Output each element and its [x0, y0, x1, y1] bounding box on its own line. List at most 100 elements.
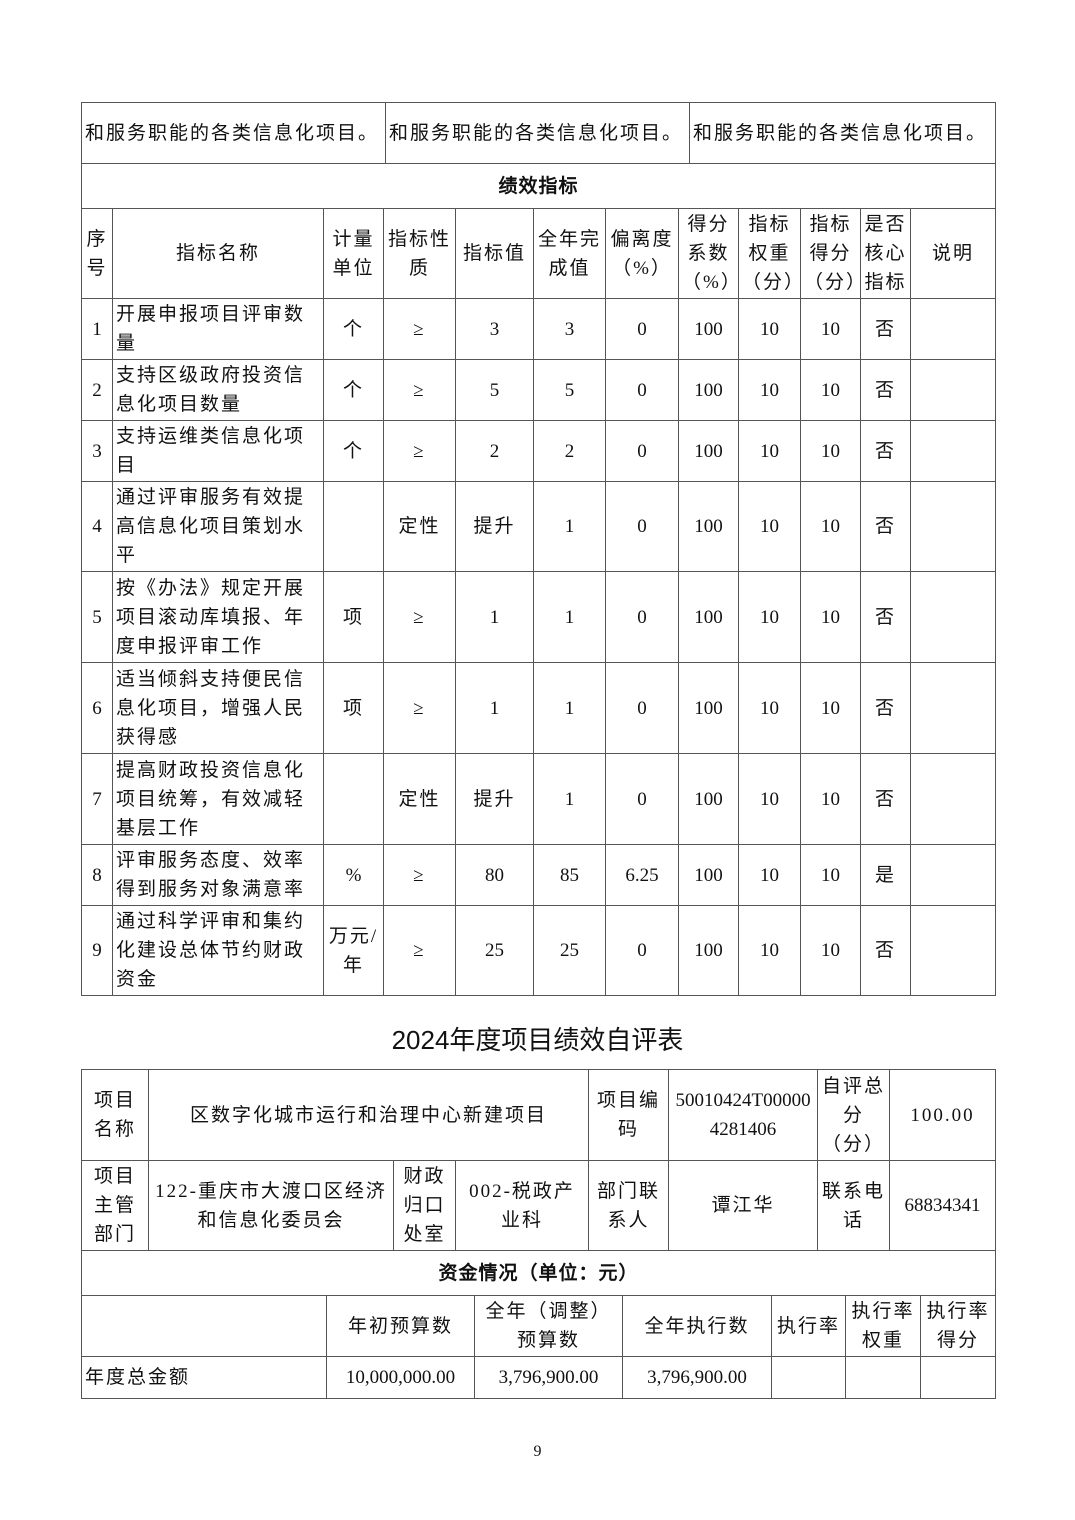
cell — [909, 844, 997, 906]
cell: 0 — [605, 359, 679, 421]
project-info-table: 项目名称 区数字化城市运行和治理中心新建项目 项目编码 50010424T000… — [80, 1069, 997, 1296]
cell — [81, 1295, 327, 1357]
table-row: 8 评审服务态度、效率得到服务对象满意率% ≥80 85 6.25 100 10 10 是 — [81, 844, 997, 906]
cell: 3 — [81, 420, 113, 482]
cell: 85 — [533, 844, 606, 906]
cell: 10 — [738, 571, 801, 663]
cell: 1 — [455, 662, 534, 754]
cell: 定性 — [383, 481, 456, 572]
cell: 定性 — [383, 753, 456, 845]
cell — [909, 359, 997, 421]
cell: 1 — [533, 662, 606, 754]
cell — [323, 481, 384, 572]
cell: 执行率得分 — [920, 1295, 996, 1357]
top-cell: 和服务职能的各类信息化项目。 — [385, 102, 690, 164]
cell: ≥ — [383, 844, 456, 906]
cell — [909, 753, 997, 845]
cell: 是否核心指标 — [860, 208, 911, 299]
cell — [909, 905, 997, 996]
cell: 否 — [860, 753, 911, 845]
cell: 0 — [605, 753, 679, 845]
cell: 1 — [455, 571, 534, 663]
page-title: 2024年度项目绩效自评表 — [391, 1025, 684, 1055]
cell: 10 — [738, 844, 801, 906]
table-row: 1 开展申报项目评审数量个 ≥3 3 0 100 10 10 否 — [81, 298, 997, 360]
cell: 指标得分（分） — [800, 208, 865, 299]
project-code: 50010424T000004281406 — [668, 1069, 819, 1161]
cell: 全年（调整）预算数 — [474, 1295, 623, 1357]
cell: 1 — [533, 571, 606, 663]
cell: 100 — [678, 420, 739, 482]
cell — [909, 420, 997, 482]
cell: ≥ — [383, 298, 456, 360]
cell: ≥ — [383, 905, 456, 996]
performance-heading: 绩效指标 — [80, 163, 997, 209]
label: 项目名称 — [81, 1069, 149, 1161]
header-row: 年初预算数 全年（调整）预算数 全年执行数 执行率 执行率权重 执行率得分 — [81, 1295, 996, 1357]
cell: 提高财政投资信息化项目统筹，有效减轻基层工作 — [112, 753, 324, 845]
cell: 3,796,900.00 — [474, 1356, 623, 1399]
cell: ≥ — [383, 662, 456, 754]
cell: 通过科学评审和集约化建设总体节约财政资金 — [112, 905, 324, 996]
cell: 10 — [800, 298, 861, 360]
performance-table: 绩效指标 序号 指标名称 计量单位 指标性质 指标值 全年完成值 偏离度（%） 得分系数（%）… — [80, 163, 997, 996]
cell: 否 — [860, 481, 911, 572]
cell: 10 — [738, 753, 801, 845]
cell: 否 — [860, 905, 911, 996]
cell: 个 — [323, 298, 384, 360]
project-name: 区数字化城市运行和治理中心新建项目 — [147, 1069, 590, 1161]
table-row: 4 通过评审服务有效提高信息化项目策划水平 定性 提升 1 0 100 10 10 否 — [81, 481, 997, 572]
cell: 偏离度（%） — [605, 208, 679, 299]
cell: 100 — [678, 905, 739, 996]
cell: 支持运维类信息化项目 — [112, 420, 324, 482]
cell: 0 — [605, 905, 679, 996]
cell: 执行率 — [771, 1295, 846, 1357]
table-row: 6 适当倾斜支持便民信息化项目，增强人民获得感项 ≥1 1 0 100 10 10 否 — [81, 662, 997, 754]
cell: 3,796,900.00 — [622, 1356, 772, 1399]
cell: ≥ — [383, 359, 456, 421]
cell — [845, 1356, 921, 1399]
table-row: 5 按《办法》规定开展项目滚动库填报、年度申报评审工作项 ≥1 1 0 100 10 10 否 — [81, 571, 997, 663]
label: 部门联系人 — [588, 1160, 670, 1251]
cell: 0 — [605, 298, 679, 360]
cell: 否 — [860, 359, 911, 421]
cell: 100 — [678, 571, 739, 663]
table-row: 9 通过科学评审和集约化建设总体节约财政资金 万元/年 ≥25 25 0 100 10 10 否 — [81, 905, 997, 996]
cell: 全年执行数 — [622, 1295, 772, 1357]
cell: 100 — [678, 481, 739, 572]
cell: 10 — [800, 481, 861, 572]
cell: 全年完成值 — [533, 208, 606, 299]
top-cell: 和服务职能的各类信息化项目。 — [689, 102, 996, 164]
cell: 3 — [455, 298, 534, 360]
cell — [920, 1356, 996, 1399]
cell: 10 — [800, 359, 861, 421]
cell: 80 — [455, 844, 534, 906]
cell: 100 — [678, 753, 739, 845]
table-row: 7 提高财政投资信息化项目统筹，有效减轻基层工作 定性 提升 1 0 100 10 10 否 — [81, 753, 997, 845]
cell: 指标名称 — [112, 208, 324, 299]
cell: 项 — [323, 662, 384, 754]
cell: 10 — [738, 359, 801, 421]
cell: 否 — [860, 662, 911, 754]
table-row: 3 支持运维类信息化项目个 ≥2 2 0 100 10 10 否 — [81, 420, 997, 482]
cell: 100 — [678, 298, 739, 360]
score: 100.00 — [889, 1069, 997, 1161]
cell: 100 — [678, 844, 739, 906]
cell: 0 — [605, 481, 679, 572]
label: 项目主管部门 — [81, 1160, 149, 1251]
cell: 提升 — [455, 753, 534, 845]
cell: % — [323, 844, 384, 906]
phone: 68834341 — [889, 1160, 997, 1251]
label: 财政归口处室 — [393, 1160, 456, 1251]
cell: 执行率权重 — [845, 1295, 921, 1357]
cell: 10,000,000.00 — [326, 1356, 475, 1399]
cell: 年度总金额 — [81, 1356, 327, 1399]
cell: ≥ — [383, 571, 456, 663]
cell: 10 — [800, 571, 861, 663]
cell: ≥ — [383, 420, 456, 482]
cell: 指标值 — [455, 208, 534, 299]
label: 联系电话 — [817, 1160, 891, 1251]
cell: 10 — [738, 298, 801, 360]
cell: 10 — [800, 662, 861, 754]
cell: 8 — [81, 844, 113, 906]
